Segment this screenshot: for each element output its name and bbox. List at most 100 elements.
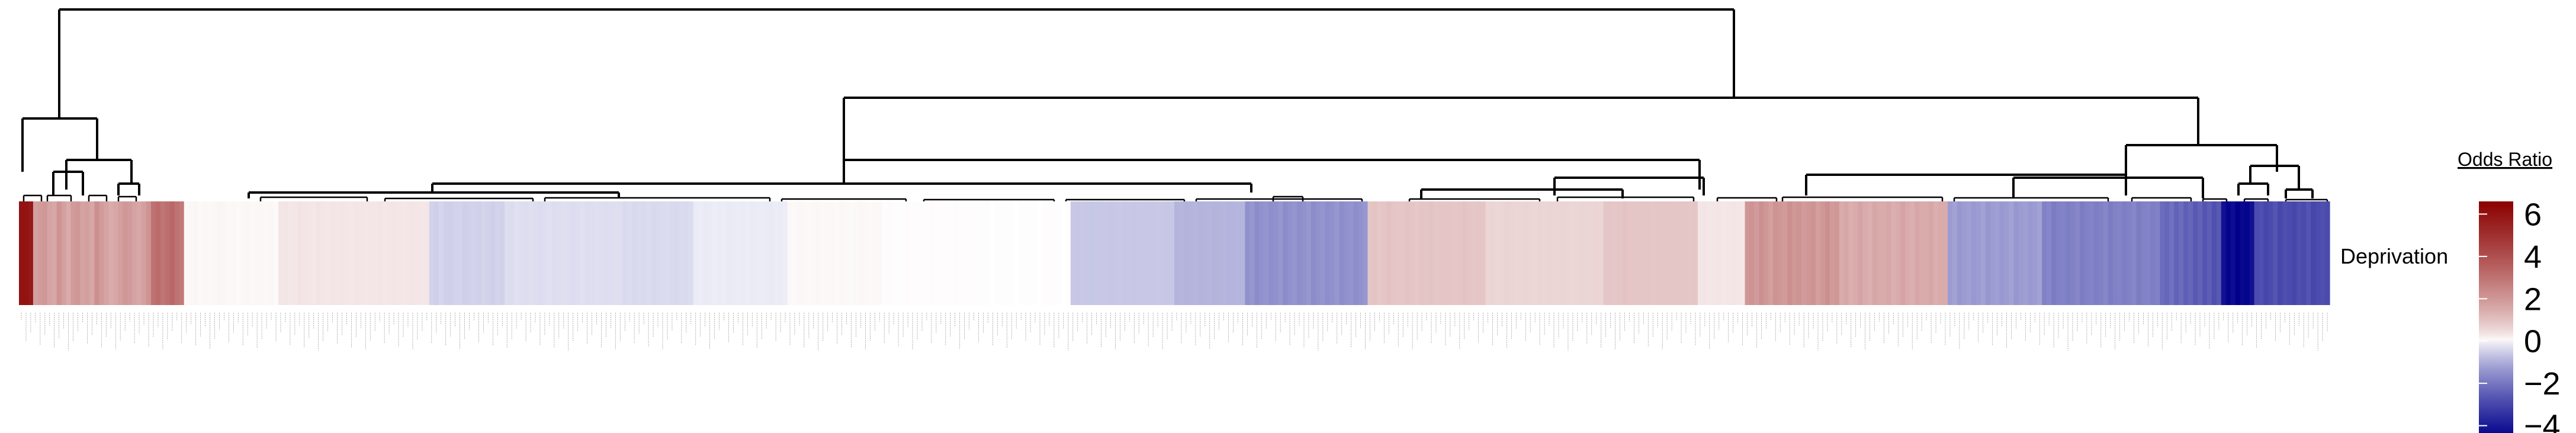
heatmap-cell bbox=[1424, 201, 1430, 305]
heatmap-cell bbox=[1377, 201, 1382, 305]
heatmap-cell bbox=[1787, 201, 1793, 305]
heatmap-cell bbox=[1896, 201, 1901, 305]
heatmap-cell bbox=[1038, 201, 1043, 305]
heatmap-cell bbox=[561, 201, 567, 305]
heatmap-cell bbox=[2193, 201, 2198, 305]
heatmap-cell bbox=[113, 201, 118, 305]
heatmap-cell bbox=[1329, 201, 1335, 305]
heatmap-cell bbox=[1848, 201, 1854, 305]
heatmap-cell bbox=[2023, 201, 2028, 305]
heatmap-cell bbox=[1669, 201, 1675, 305]
heatmap-cell bbox=[1745, 201, 1750, 305]
heatmap-cell bbox=[1853, 201, 1859, 305]
heatmap-cell bbox=[410, 201, 416, 305]
heatmap-cell bbox=[1113, 201, 1119, 305]
heatmap-cell bbox=[1843, 201, 1849, 305]
heatmap-cell bbox=[231, 201, 236, 305]
heatmap-cell bbox=[1028, 201, 1033, 305]
heatmap-cell bbox=[1136, 201, 1142, 305]
heatmap-cell bbox=[947, 201, 953, 305]
heatmap-cell bbox=[349, 201, 354, 305]
heatmap-cell bbox=[212, 201, 218, 305]
heatmap-cell bbox=[1721, 201, 1727, 305]
heatmap-cell bbox=[1178, 201, 1184, 305]
heatmap-cell bbox=[1816, 201, 1821, 305]
heatmap-cell bbox=[2216, 201, 2222, 305]
heatmap-cell bbox=[1170, 201, 1175, 305]
heatmap-cell bbox=[1226, 201, 1232, 305]
heatmap-cell bbox=[142, 201, 147, 305]
heatmap-cell bbox=[203, 201, 208, 305]
heatmap-cell bbox=[990, 201, 995, 305]
legend-tick-label: −4 bbox=[2524, 409, 2561, 433]
heatmap-cell bbox=[632, 201, 637, 305]
heatmap-cell bbox=[1480, 201, 1486, 305]
heatmap-cell bbox=[75, 201, 81, 305]
heatmap-cell bbox=[523, 201, 529, 305]
heatmap-cell bbox=[924, 201, 930, 305]
heatmap-cell bbox=[919, 201, 925, 305]
heatmap-cell bbox=[1046, 201, 1052, 305]
heatmap-cell bbox=[500, 201, 505, 305]
heatmap-cell bbox=[1019, 201, 1024, 305]
heatmap-cell bbox=[651, 201, 656, 305]
heatmap-cell bbox=[1023, 201, 1029, 305]
heatmap-cell bbox=[966, 201, 972, 305]
heatmap-cell bbox=[311, 201, 317, 305]
heatmap-cell bbox=[575, 201, 581, 305]
heatmap-cell bbox=[401, 201, 406, 305]
heatmap-cell bbox=[976, 201, 982, 305]
legend-title: Odds Ratio bbox=[2458, 149, 2552, 170]
heatmap-cell bbox=[354, 201, 359, 305]
heatmap-cell bbox=[688, 201, 694, 305]
heatmap-cell bbox=[193, 201, 199, 305]
heatmap-cell bbox=[830, 201, 836, 305]
heatmap-cell bbox=[1933, 201, 1939, 305]
heatmap-cell bbox=[1070, 201, 1076, 305]
heatmap-cell bbox=[269, 201, 274, 305]
heatmap-cell bbox=[179, 201, 185, 305]
heatmap-cell bbox=[1938, 201, 1944, 305]
heatmap-cell bbox=[863, 201, 868, 305]
heatmap-cell bbox=[1627, 201, 1633, 305]
heatmap-cell bbox=[2211, 201, 2217, 305]
heatmap-cell bbox=[1825, 201, 1830, 305]
heatmap-cell bbox=[769, 201, 774, 305]
heatmap-cell bbox=[415, 201, 420, 305]
heatmap-cell bbox=[1754, 201, 1760, 305]
heatmap-cell bbox=[641, 201, 647, 305]
column-dendrogram bbox=[21, 8, 2328, 201]
heatmap-cell bbox=[2225, 201, 2231, 305]
heatmap-cell bbox=[627, 201, 632, 305]
heatmap-cell bbox=[1320, 201, 1326, 305]
heatmap-cell bbox=[938, 201, 944, 305]
heatmap-cell bbox=[23, 201, 29, 305]
heatmap-cell bbox=[66, 201, 72, 305]
heatmap-cell bbox=[1065, 201, 1071, 305]
heatmap-cell bbox=[339, 201, 345, 305]
heatmap-cell bbox=[2169, 201, 2174, 305]
heatmap-cell bbox=[858, 201, 864, 305]
heatmap-cell bbox=[146, 201, 152, 305]
heatmap-cell bbox=[1646, 201, 1651, 305]
heatmap-cell bbox=[1636, 201, 1642, 305]
heatmap-cell bbox=[1250, 201, 1255, 305]
heatmap-cell bbox=[2230, 201, 2236, 305]
heatmap-cell bbox=[1509, 201, 1514, 305]
heatmap-cell bbox=[1924, 201, 1929, 305]
heatmap-cell bbox=[1552, 201, 1557, 305]
heatmap-cell bbox=[1528, 201, 1533, 305]
heatmap-cell bbox=[683, 201, 689, 305]
heatmap-cell bbox=[2296, 201, 2302, 305]
heatmap-cell bbox=[1867, 201, 1873, 305]
heatmap-cell bbox=[693, 201, 699, 305]
heatmap-cell bbox=[1476, 201, 1482, 305]
heatmap-cell bbox=[377, 201, 383, 305]
heatmap-cell bbox=[1665, 201, 1670, 305]
heatmap-cell bbox=[1415, 201, 1420, 305]
heatmap-cell bbox=[1792, 201, 1797, 305]
heatmap-cell bbox=[1372, 201, 1378, 305]
heatmap-cell bbox=[886, 201, 892, 305]
heatmap-cell bbox=[1127, 201, 1132, 305]
heatmap-cell bbox=[599, 201, 605, 305]
